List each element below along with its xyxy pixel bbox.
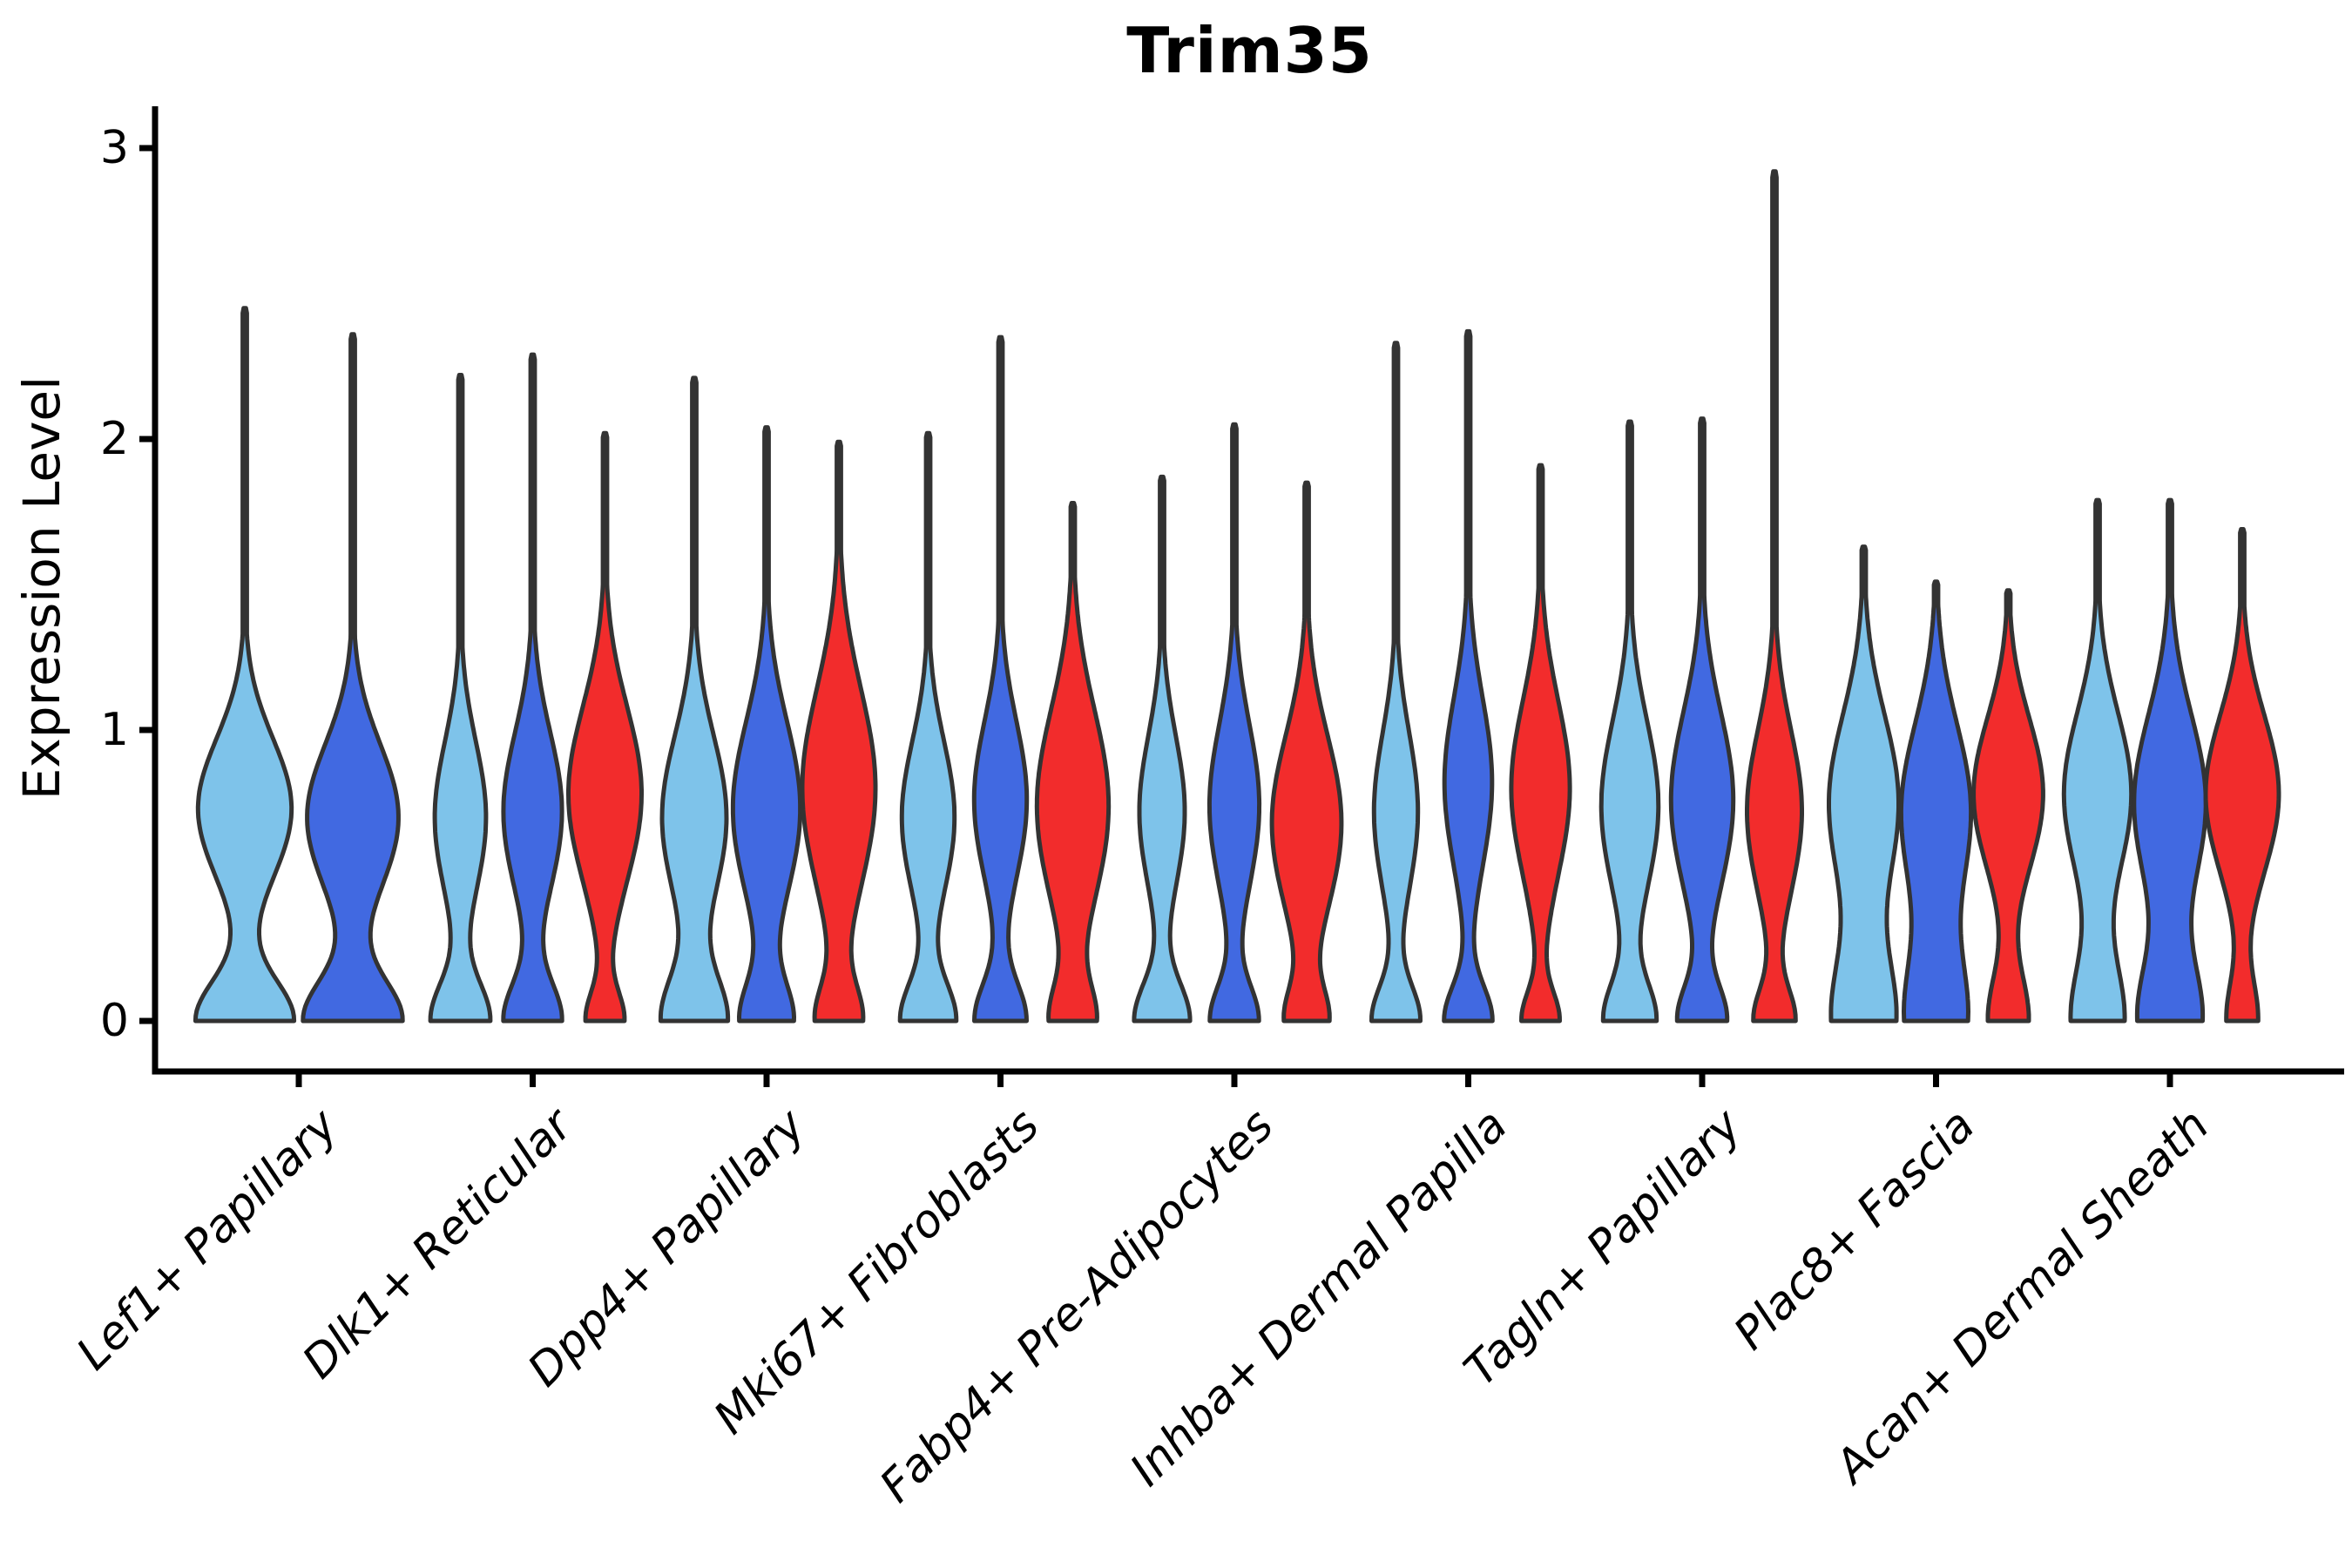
violin-shape — [2203, 527, 2281, 1024]
violin-shape — [193, 306, 297, 1024]
violin-shape — [730, 425, 803, 1024]
violin-shape — [301, 332, 405, 1024]
violin-shape — [658, 375, 731, 1024]
y-tick-label: 0 — [99, 995, 129, 1047]
violin-shape — [1971, 588, 2045, 1024]
violin-shape — [897, 430, 959, 1024]
violin-shape — [800, 439, 878, 1024]
violin-shape — [1206, 422, 1262, 1024]
violin-shape — [1668, 416, 1736, 1024]
violin-shape — [1442, 328, 1495, 1024]
violin-shape — [1509, 463, 1572, 1024]
violin-shape — [1269, 480, 1344, 1024]
violin-shape — [2061, 497, 2134, 1024]
violin-shape — [1745, 169, 1804, 1024]
violin-shape — [1827, 544, 1901, 1024]
violin-shape — [566, 430, 644, 1024]
plot-title: Trim35 — [1126, 14, 1373, 87]
violin-shape — [1369, 341, 1423, 1024]
y-tick-label: 3 — [99, 122, 129, 174]
violin-shape — [1034, 501, 1112, 1024]
violin-shape — [1132, 474, 1193, 1024]
violin-shape — [1598, 419, 1661, 1024]
y-tick-label: 1 — [99, 704, 129, 756]
violin-shape — [428, 373, 493, 1024]
y-tick-label: 2 — [99, 413, 129, 465]
violin-shape — [1898, 579, 1974, 1024]
violin-shape — [971, 335, 1030, 1024]
violin-shape — [2132, 497, 2208, 1024]
violin-shape — [501, 352, 564, 1024]
